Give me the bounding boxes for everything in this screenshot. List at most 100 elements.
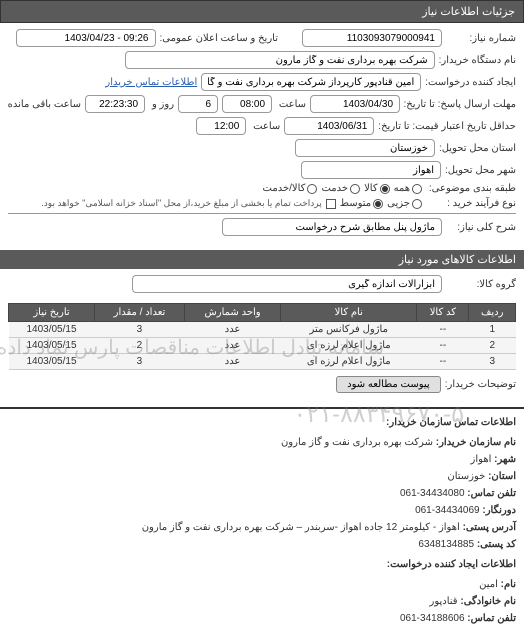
name-val: امین xyxy=(479,579,498,590)
cell: 3 xyxy=(95,354,185,370)
family-label: نام خانوادگی: xyxy=(460,596,516,607)
creator-input[interactable] xyxy=(201,73,421,91)
cell: 2 xyxy=(469,338,516,354)
table-row: 3 -- ماژول اعلام لرزه ای عدد 3 1403/05/1… xyxy=(9,354,516,370)
creator-label: ایجاد کننده درخواست: xyxy=(425,77,516,88)
province-val: خوزستان xyxy=(447,471,485,482)
reply-hour-input[interactable] xyxy=(222,95,272,113)
org-name: شرکت بهره برداری نفت و گاز مارون xyxy=(281,437,433,448)
postal-val: 6348134885 xyxy=(418,539,474,550)
treasury-checkbox[interactable] xyxy=(326,199,336,209)
cphone-val: 34188606-061 xyxy=(400,613,465,624)
purchase-type-label: نوع فرآیند خرید : xyxy=(426,198,516,209)
contact-link[interactable]: اطلاعات تماس خریدار xyxy=(105,77,197,88)
province-label: استان: xyxy=(488,471,516,482)
cat-gs-label: کالا/خدمت xyxy=(263,183,306,194)
cell: ماژول اعلام لرزه ای xyxy=(281,354,417,370)
pt-small-label: جزیی xyxy=(387,198,410,209)
org-name-label: نام سازمان خریدار: xyxy=(436,437,516,448)
purchase-type-group: جزیی متوسط xyxy=(340,198,422,209)
footer-section: اطلاعات تماس سازمان خریدار: نام سازمان خ… xyxy=(0,407,524,634)
postal-label: کد پستی: xyxy=(477,539,516,550)
pt-note: پرداخت تمام یا بخشی از مبلغ خرید،از محل … xyxy=(41,198,321,209)
delivery-prov-input[interactable] xyxy=(295,139,435,157)
col-date: تاریخ نیاز xyxy=(9,304,95,322)
cell: 1403/05/15 xyxy=(9,322,95,338)
subject-input[interactable] xyxy=(222,218,442,236)
cell: ماژول اعلام لرزه ای xyxy=(281,338,417,354)
hour-label-1: ساعت xyxy=(276,99,306,110)
hour-label-2: ساعت xyxy=(250,121,280,132)
req-no-label: شماره نیاز: xyxy=(446,33,516,44)
delivery-city-input[interactable] xyxy=(301,161,441,179)
family-val: قنادپور xyxy=(430,596,458,607)
radio-goods-service[interactable] xyxy=(307,184,317,194)
items-section-title: اطلاعات کالاهای مورد نیاز xyxy=(0,250,524,269)
fax-label: دورنگار: xyxy=(482,505,516,516)
items-table: ردیف کد کالا نام کالا واحد شمارش تعداد /… xyxy=(8,303,516,370)
cell: 2 xyxy=(95,338,185,354)
col-code: کد کالا xyxy=(417,304,469,322)
cell: 1403/05/15 xyxy=(9,354,95,370)
phone-label: تلفن تماس: xyxy=(467,488,516,499)
radio-pt-medium[interactable] xyxy=(373,199,383,209)
radio-goods[interactable] xyxy=(380,184,390,194)
table-row: 2 -- ماژول اعلام لرزه ای عدد 2 1403/05/1… xyxy=(9,338,516,354)
col-unit: واحد شمارش xyxy=(184,304,280,322)
validity-label: حداقل تاریخ اعتبار قیمت: تا تاریخ: xyxy=(378,121,516,132)
delivery-city-label: شهر محل تحویل: xyxy=(445,165,516,176)
time-left-input[interactable] xyxy=(85,95,145,113)
cell: ماژول فرکانس متر xyxy=(281,322,417,338)
col-row: ردیف xyxy=(469,304,516,322)
subject-label: شرح کلی نیاز: xyxy=(446,222,516,233)
cat-all-label: همه xyxy=(394,183,410,194)
group-input[interactable] xyxy=(132,275,442,293)
buyer-org-input[interactable] xyxy=(125,51,435,69)
panel-title: جزئیات اطلاعات نیاز xyxy=(0,0,524,23)
cell: عدد xyxy=(184,322,280,338)
cell: عدد xyxy=(184,338,280,354)
cell: -- xyxy=(417,338,469,354)
cat-goods-label: کالا xyxy=(364,183,378,194)
form-section: شماره نیاز: تاریخ و ساعت اعلان عمومی: نا… xyxy=(0,23,524,246)
address-val: اهواز - کیلومتر 12 جاده اهواز -سربندر – … xyxy=(142,522,460,533)
radio-pt-small[interactable] xyxy=(412,199,422,209)
buyer-org-label: نام دستگاه خریدار: xyxy=(439,55,516,66)
radio-all[interactable] xyxy=(412,184,422,194)
validity-hour-input[interactable] xyxy=(196,117,246,135)
validity-date-input[interactable] xyxy=(284,117,374,135)
cell: عدد xyxy=(184,354,280,370)
footer-title: اطلاعات تماس سازمان خریدار: xyxy=(8,415,516,431)
reply-date-input[interactable] xyxy=(310,95,400,113)
reply-deadline-label: مهلت ارسال پاسخ: تا تاریخ: xyxy=(404,99,516,110)
phone-val: 34434080-061 xyxy=(400,488,465,499)
time-left-label: ساعت باقی مانده xyxy=(8,99,81,110)
cell: 1403/05/15 xyxy=(9,338,95,354)
announce-input[interactable] xyxy=(16,29,156,47)
cat-service-label: خدمت xyxy=(321,183,348,194)
pt-medium-label: متوسط xyxy=(340,198,371,209)
fax-val: 34434069-061 xyxy=(415,505,480,516)
cell: -- xyxy=(417,354,469,370)
cell: 3 xyxy=(469,354,516,370)
cell: -- xyxy=(417,322,469,338)
attach-label: توضیحات خریدار: xyxy=(445,379,516,390)
radio-service[interactable] xyxy=(350,184,360,194)
col-name: نام کالا xyxy=(281,304,417,322)
city-label: شهر: xyxy=(494,454,516,465)
category-label: طبقه بندی موضوعی: xyxy=(426,183,516,194)
days-left-input[interactable] xyxy=(178,95,218,113)
cphone-label: تلفن تماس: xyxy=(467,613,516,624)
city-val: اهواز xyxy=(471,454,492,465)
cell: 3 xyxy=(95,322,185,338)
name-label: نام: xyxy=(501,579,516,590)
attachment-button[interactable]: پیوست مطالعه شود xyxy=(336,376,441,393)
address-label: آدرس پستی: xyxy=(463,522,516,533)
col-qty: تعداد / مقدار xyxy=(95,304,185,322)
req-no-input[interactable] xyxy=(302,29,442,47)
items-table-wrap: ردیف کد کالا نام کالا واحد شمارش تعداد /… xyxy=(0,299,524,374)
group-label: گروه کالا: xyxy=(446,279,516,290)
creator-title: اطلاعات ایجاد کننده درخواست: xyxy=(8,557,516,573)
announce-label: تاریخ و ساعت اعلان عمومی: xyxy=(160,33,279,44)
cell: 1 xyxy=(469,322,516,338)
